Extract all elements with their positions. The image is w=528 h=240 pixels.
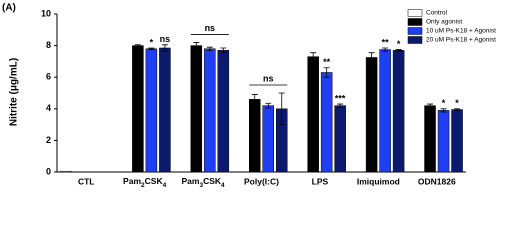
- error-bar: [193, 42, 200, 50]
- x-tick-label: ODN1826: [418, 176, 456, 186]
- bar: [159, 47, 171, 173]
- error-bar: [337, 103, 344, 108]
- significance-label: **: [323, 57, 331, 67]
- bar: [145, 48, 158, 173]
- bar: [424, 105, 436, 173]
- y-tick-label: 8: [46, 40, 51, 50]
- x-tick-label: LPS: [312, 176, 329, 186]
- error-bar: [323, 67, 330, 78]
- legend-label: Only agonist: [426, 19, 462, 26]
- significance-label: **: [382, 37, 390, 47]
- x-tick-label: Pam3CSK4: [181, 176, 225, 188]
- error-bar: [251, 94, 258, 105]
- bar: [320, 72, 333, 173]
- bar: [249, 99, 261, 173]
- bar: [451, 109, 463, 173]
- panel-label: (A): [2, 3, 16, 14]
- legend-swatch: [407, 27, 423, 35]
- bar: [217, 50, 230, 173]
- legend-swatch: [407, 18, 423, 26]
- significance-label: *: [150, 37, 154, 47]
- bar: [204, 48, 216, 173]
- significance-label: *: [397, 39, 401, 49]
- x-tick-label: Imiquimod: [357, 176, 400, 186]
- error-bar: [265, 102, 272, 109]
- legend-swatch: [407, 9, 423, 17]
- error-bar: [206, 46, 213, 51]
- legend-swatch: [407, 36, 423, 44]
- bar: [379, 49, 391, 173]
- bracket-label: ns: [263, 73, 274, 83]
- y-axis-title: Nitrite (μg/mL): [9, 58, 20, 126]
- y-tick-label: 10: [41, 8, 51, 18]
- x-tick-label: Pam2CSK4: [123, 176, 167, 188]
- bar: [307, 56, 319, 173]
- bracket-label: ns: [205, 23, 216, 33]
- significance-label: *: [455, 98, 459, 108]
- legend-label: 10 uM Ps-K18 + Agonist: [426, 28, 496, 35]
- bar: [262, 105, 274, 173]
- error-bar: [220, 47, 227, 54]
- error-bar: [454, 108, 461, 111]
- bar: [437, 110, 450, 173]
- significance-label: ns: [160, 34, 171, 44]
- error-bar: [161, 44, 168, 52]
- x-tick-label: CTL: [78, 176, 95, 186]
- x-tick-label: Poly(I:C): [244, 176, 279, 186]
- bar: [392, 50, 405, 173]
- bar: [334, 105, 346, 173]
- error-bar: [440, 108, 447, 113]
- error-bar: [148, 47, 155, 50]
- significance-label: *: [442, 98, 446, 108]
- legend-label: 20 uM Ps-K18 + Agonist: [426, 37, 496, 44]
- error-bar: [395, 49, 402, 52]
- significance-label: ***: [335, 93, 346, 103]
- y-tick-label: 2: [46, 135, 51, 145]
- error-bar: [368, 52, 375, 63]
- y-tick-label: 0: [46, 166, 51, 176]
- error-bar: [310, 52, 317, 62]
- chart: (A) Nitrite (μg/mL) 0 2 4 6 8 10 CTL Pam2CSK4 Pa…: [2, 3, 496, 189]
- error-bar: [134, 44, 141, 47]
- bar: [365, 57, 378, 173]
- legend-label: Control: [426, 10, 448, 17]
- error-bar: [382, 47, 389, 52]
- bar: [190, 45, 203, 173]
- bar: [132, 45, 144, 173]
- error-bar: [278, 92, 285, 125]
- y-tick-label: 6: [46, 72, 51, 82]
- y-tick-label: 4: [46, 103, 51, 113]
- error-bar: [427, 103, 434, 108]
- bar: [60, 170, 72, 173]
